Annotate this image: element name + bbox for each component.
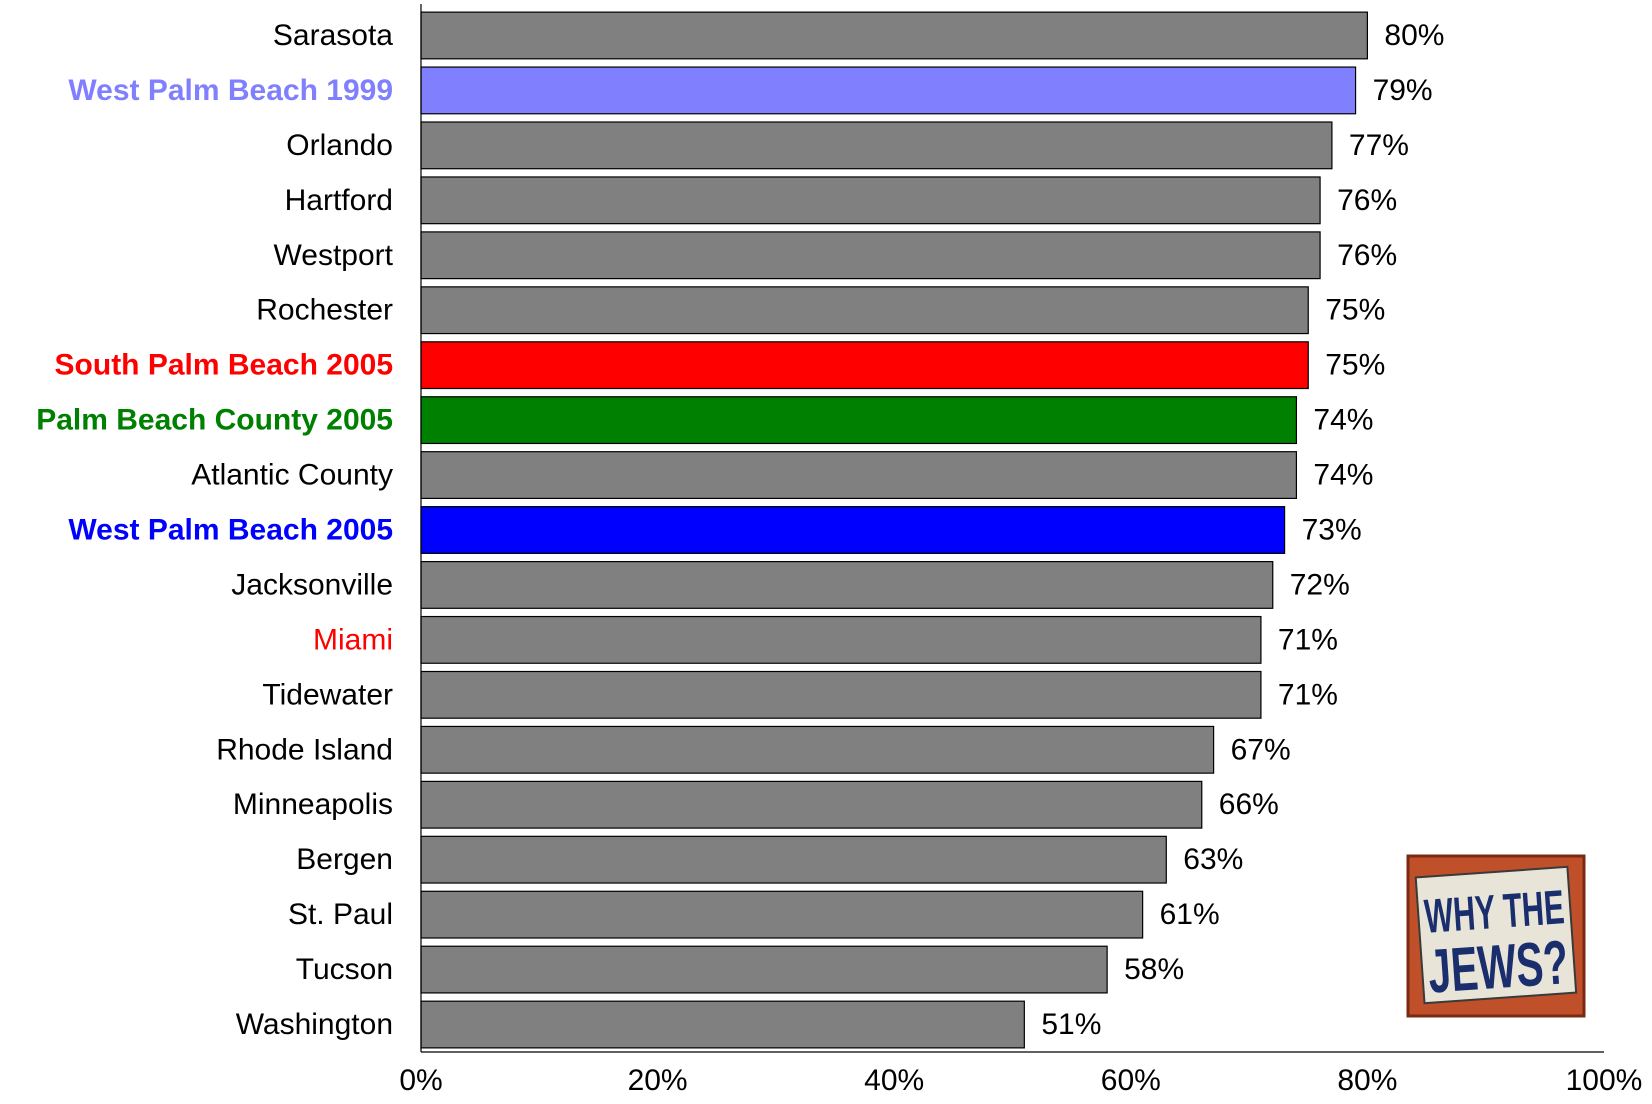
bar bbox=[420, 231, 1321, 280]
category-label: Westport bbox=[274, 239, 394, 272]
bar bbox=[420, 506, 1286, 554]
bar bbox=[420, 176, 1321, 225]
category-label: Atlantic County bbox=[191, 459, 393, 492]
value-label: 72% bbox=[1290, 568, 1350, 601]
bar bbox=[420, 341, 1309, 390]
value-label: 74% bbox=[1313, 459, 1373, 492]
value-label: 76% bbox=[1337, 184, 1397, 217]
x-tick-label: 80% bbox=[1337, 1064, 1397, 1097]
bar bbox=[420, 615, 1262, 664]
value-label: 79% bbox=[1373, 74, 1433, 107]
value-label: 63% bbox=[1183, 843, 1243, 876]
category-label: West Palm Beach 2005 bbox=[68, 514, 393, 547]
x-tick-label: 0% bbox=[399, 1064, 442, 1097]
bar bbox=[420, 286, 1309, 335]
value-label: 61% bbox=[1160, 898, 1220, 931]
value-label: 76% bbox=[1337, 239, 1397, 272]
category-label: Bergen bbox=[296, 843, 393, 876]
bars-group: Sarasota 80% West Palm Beach 1999 79% Orland… bbox=[36, 11, 1444, 1049]
value-label: 67% bbox=[1231, 733, 1291, 766]
x-tick-label: 60% bbox=[1101, 1064, 1161, 1097]
value-label: 71% bbox=[1278, 678, 1338, 711]
bar bbox=[420, 11, 1369, 60]
bar bbox=[420, 121, 1333, 170]
category-label: Miami bbox=[313, 623, 393, 656]
bar bbox=[420, 945, 1108, 994]
value-label: 71% bbox=[1278, 623, 1338, 656]
category-label: Palm Beach County 2005 bbox=[36, 404, 393, 437]
bar bbox=[420, 725, 1215, 774]
logo-line2: JEWS? bbox=[1426, 928, 1570, 1007]
bar bbox=[420, 835, 1167, 884]
category-label: Orlando bbox=[286, 129, 393, 162]
bar bbox=[420, 66, 1357, 115]
bar bbox=[420, 560, 1274, 609]
category-label: Hartford bbox=[285, 184, 393, 217]
value-label: 66% bbox=[1219, 788, 1279, 821]
category-label: Jacksonville bbox=[231, 568, 393, 601]
category-label: Washington bbox=[236, 1008, 393, 1041]
bar bbox=[420, 670, 1262, 719]
category-label: Tucson bbox=[296, 953, 393, 986]
value-label: 51% bbox=[1041, 1008, 1101, 1041]
category-label: Rhode Island bbox=[216, 733, 393, 766]
x-axis: 0% 20% 40% 60% 80% 100% bbox=[399, 4, 1642, 1097]
value-label: 75% bbox=[1325, 294, 1385, 327]
value-label: 77% bbox=[1349, 129, 1409, 162]
category-label: Tidewater bbox=[262, 678, 393, 711]
value-label: 74% bbox=[1313, 404, 1373, 437]
bar bbox=[420, 780, 1203, 829]
category-label: Sarasota bbox=[273, 19, 393, 52]
value-label: 58% bbox=[1124, 953, 1184, 986]
category-label: Rochester bbox=[256, 294, 393, 327]
category-label: St. Paul bbox=[288, 898, 393, 931]
why-the-jews-logo: WHY THE JEWS? bbox=[1406, 854, 1586, 1018]
x-tick-label: 20% bbox=[628, 1064, 688, 1097]
category-label: South Palm Beach 2005 bbox=[55, 349, 393, 382]
category-label: West Palm Beach 1999 bbox=[68, 74, 393, 107]
x-tick-label: 40% bbox=[864, 1064, 924, 1097]
bar bbox=[420, 451, 1298, 500]
value-label: 73% bbox=[1302, 514, 1362, 547]
bar bbox=[420, 890, 1144, 939]
value-label: 80% bbox=[1384, 19, 1444, 52]
logo-line1: WHY THE bbox=[1423, 881, 1566, 944]
bar bbox=[420, 396, 1298, 445]
value-label: 75% bbox=[1325, 349, 1385, 382]
category-label: Minneapolis bbox=[233, 788, 393, 821]
x-tick-label: 100% bbox=[1566, 1064, 1643, 1097]
bar bbox=[420, 1000, 1025, 1049]
